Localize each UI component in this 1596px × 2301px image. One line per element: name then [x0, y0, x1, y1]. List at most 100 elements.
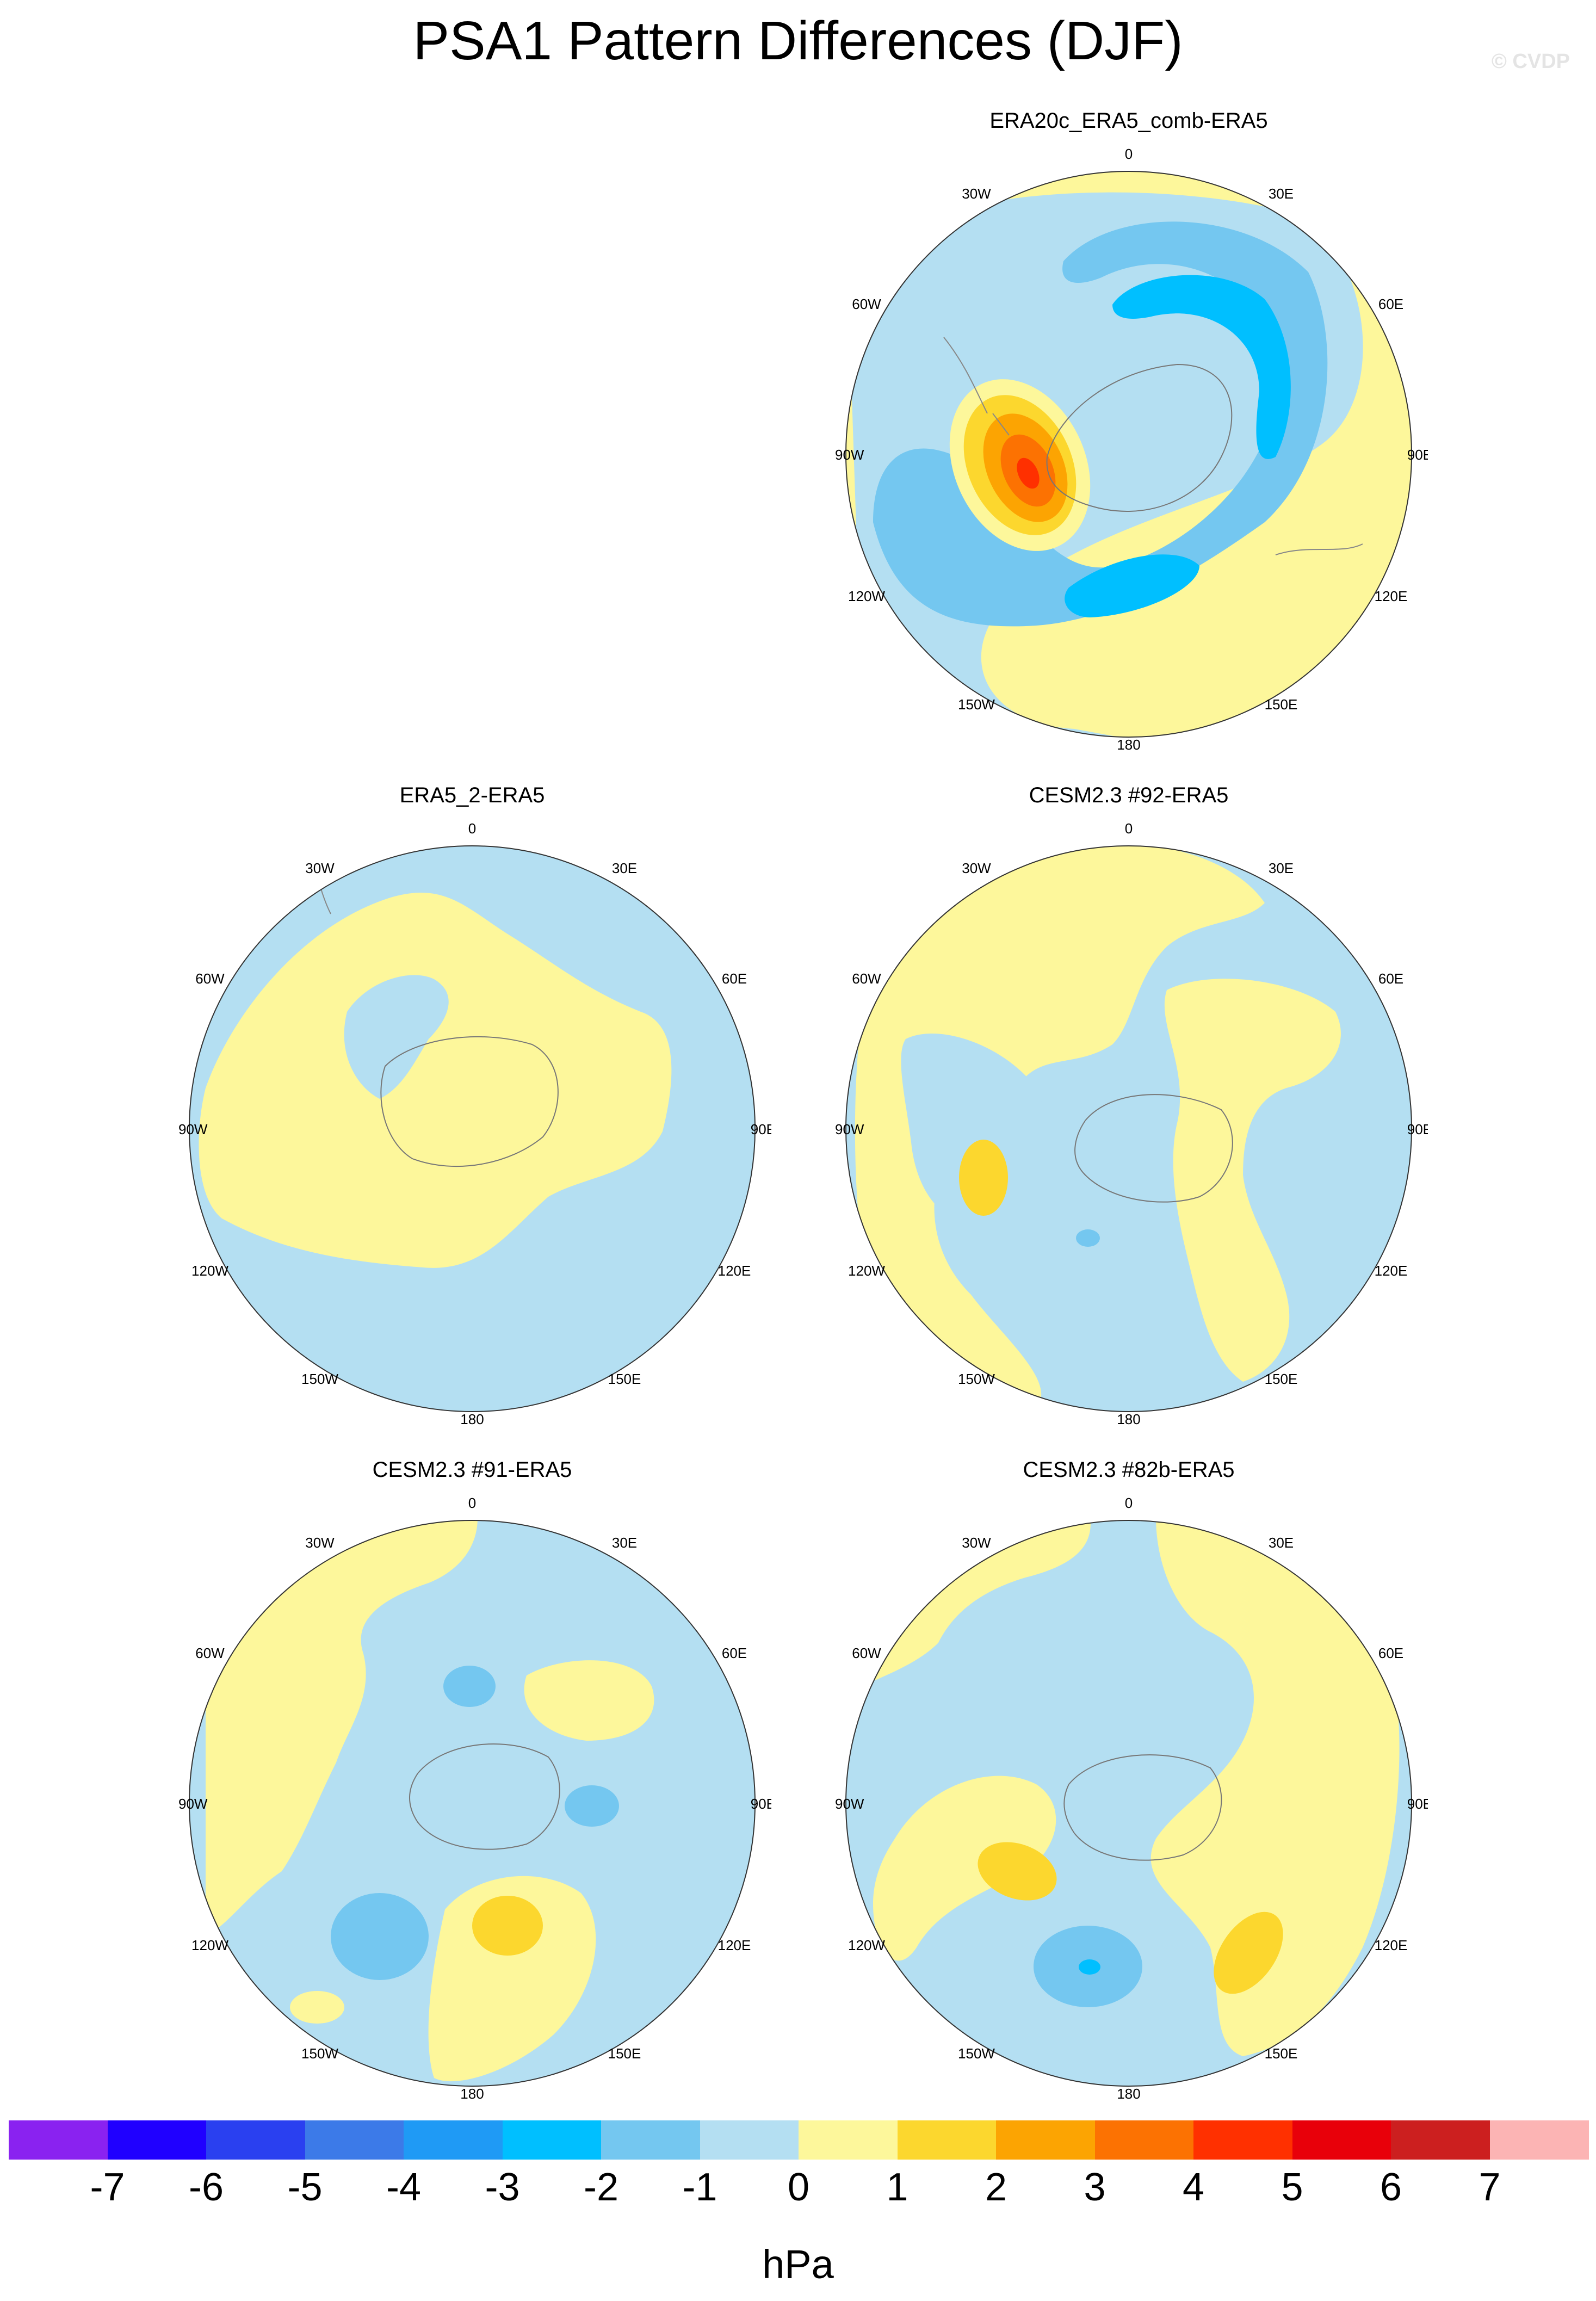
page-title: PSA1 Pattern Differences (DJF)	[413, 10, 1183, 71]
colorbar-box	[9, 2120, 108, 2160]
lon-label: 30E	[1269, 1535, 1294, 1551]
panel-title: ERA5_2-ERA5	[399, 783, 545, 807]
colorbar-tick-label: 0	[787, 2166, 810, 2209]
colorbar-box	[996, 2120, 1096, 2160]
field-max	[959, 1140, 1008, 1216]
map-boundary	[189, 845, 756, 1412]
lon-label: 120W	[848, 1937, 885, 1953]
lon-label: 120W	[848, 588, 885, 604]
colorbar	[9, 2120, 1589, 2162]
lon-label: 0	[1125, 820, 1133, 837]
field-positive	[855, 846, 1265, 1409]
map-panel-era20c: ERA20c_ERA5_comb-ERA5 0 30E 60E 90E 120E…	[830, 109, 1428, 762]
lon-label: 180	[460, 2086, 484, 2102]
colorbar-tick-label: -1	[682, 2166, 717, 2209]
colorbar-box	[601, 2120, 701, 2160]
field-max	[978, 1842, 1057, 1901]
colorbar-units: hPa	[762, 2242, 834, 2287]
lon-label: 0	[468, 820, 476, 837]
lon-label: 90W	[178, 1121, 208, 1137]
colorbar-tick-label: 7	[1479, 2166, 1501, 2209]
colorbar-tick-label: 3	[1084, 2166, 1106, 2209]
colorbar-box	[502, 2120, 602, 2160]
polar-map: 0 30E 60E 90E 120E 150E 180 150W 120W 90…	[835, 820, 1428, 1427]
colorbar-tick-label: 5	[1281, 2166, 1303, 2209]
lon-label: 60E	[1378, 296, 1403, 312]
lon-label: 120W	[191, 1263, 228, 1279]
field-min	[331, 1893, 429, 1980]
map-panel-era5-2: ERA5_2-ERA5 0 30E 60E 90E 120E 150E 180 …	[173, 783, 771, 1436]
lon-label: 120E	[1375, 1937, 1408, 1953]
field-positive	[206, 1520, 478, 1937]
panel-title: CESM2.3 #82b-ERA5	[1023, 1458, 1235, 1482]
lon-label: 30W	[962, 185, 991, 202]
field-min-3	[565, 1785, 619, 1827]
map-boundary	[845, 1520, 1412, 2087]
colorbar-box	[107, 2120, 207, 2160]
lon-label: 180	[1117, 1411, 1140, 1427]
lon-label: 90W	[835, 447, 864, 463]
colorbar-tick-label: -5	[287, 2166, 323, 2209]
lon-label: 120E	[1375, 1263, 1408, 1279]
panel-title: ERA20c_ERA5_comb-ERA5	[989, 109, 1268, 133]
lon-label: 60E	[1378, 970, 1403, 987]
colorbar-tick-label: -6	[188, 2166, 224, 2209]
lon-label: 150W	[301, 1371, 338, 1387]
field-positive-3	[428, 1876, 596, 2082]
map-panel-cesm-82b: CESM2.3 #82b-ERA5 0 30E 60E 90E 120E 150…	[830, 1458, 1428, 2111]
map-boundary	[189, 1520, 756, 2087]
lon-label: 150W	[301, 2045, 338, 2062]
lon-label: 150W	[958, 2045, 995, 2062]
colorbar-tick-label: -3	[485, 2166, 520, 2209]
lon-label: 60E	[722, 970, 747, 987]
field-positive-2	[1164, 979, 1341, 1382]
lon-label: 30E	[612, 860, 637, 876]
field-min-2	[1065, 554, 1199, 617]
map-panel-cesm-91: CESM2.3 #91-ERA5 0 30E 60E 90E 120E 150E…	[173, 1458, 771, 2111]
lon-label: 180	[1117, 737, 1140, 753]
colorbar-tick-label: 6	[1380, 2166, 1402, 2209]
lon-label: 0	[1125, 1495, 1133, 1511]
lon-label: 120E	[718, 1937, 751, 1953]
lon-label: 30W	[962, 1535, 991, 1551]
lon-label: 90W	[835, 1796, 864, 1812]
south-america-coast	[943, 337, 1010, 436]
lon-label: 150E	[608, 2045, 641, 2062]
lon-label: 120E	[718, 1263, 751, 1279]
lon-label: 150E	[608, 1371, 641, 1387]
polar-map: 0 30E 60E 90E 120E 150E 180 150W 120W 90…	[835, 1495, 1428, 2102]
lon-label: 120W	[848, 1263, 885, 1279]
lon-label: 90E	[1407, 1121, 1428, 1137]
lon-label: 30E	[1269, 860, 1294, 876]
field-positive-2	[524, 1660, 654, 1741]
lon-label: 150W	[958, 1371, 995, 1387]
lon-label: 150E	[1265, 2045, 1298, 2062]
map-boundary	[845, 845, 1412, 1412]
lon-label: 150E	[1265, 696, 1298, 713]
lon-label: 60E	[1378, 1645, 1403, 1661]
lon-label: 120W	[191, 1937, 228, 1953]
lon-label: 180	[1117, 2086, 1140, 2102]
colorbar-box	[1391, 2120, 1490, 2160]
colorbar-tick-label: -7	[90, 2166, 125, 2209]
polar-map: 0 30E 60E 90E 120E 150E 180 150W 120W 90…	[178, 1495, 771, 2102]
lon-label: 90W	[178, 1796, 208, 1812]
lon-label: 60W	[852, 296, 881, 312]
lon-label: 150E	[1265, 1371, 1298, 1387]
colorbar-box	[1292, 2120, 1391, 2160]
field-positive-2	[1150, 1520, 1400, 2056]
colorbar-box	[1193, 2120, 1293, 2160]
lon-label: 180	[460, 1411, 484, 1427]
colorbar-tick-label: 4	[1182, 2166, 1205, 2209]
field-min-2	[443, 1666, 496, 1707]
credit-watermark: © CVDP	[1491, 50, 1570, 73]
antarctica-coast	[1074, 1094, 1233, 1203]
lon-label: 150W	[958, 696, 995, 713]
lon-label: 30W	[305, 1535, 335, 1551]
colorbar-tick-label: -4	[386, 2166, 422, 2209]
colorbar-box	[305, 2120, 404, 2160]
lon-label: 60E	[722, 1645, 747, 1661]
lon-label: 0	[1125, 146, 1133, 162]
field-max-2	[1214, 1912, 1283, 1994]
colorbar-tick-label: 1	[886, 2166, 908, 2209]
